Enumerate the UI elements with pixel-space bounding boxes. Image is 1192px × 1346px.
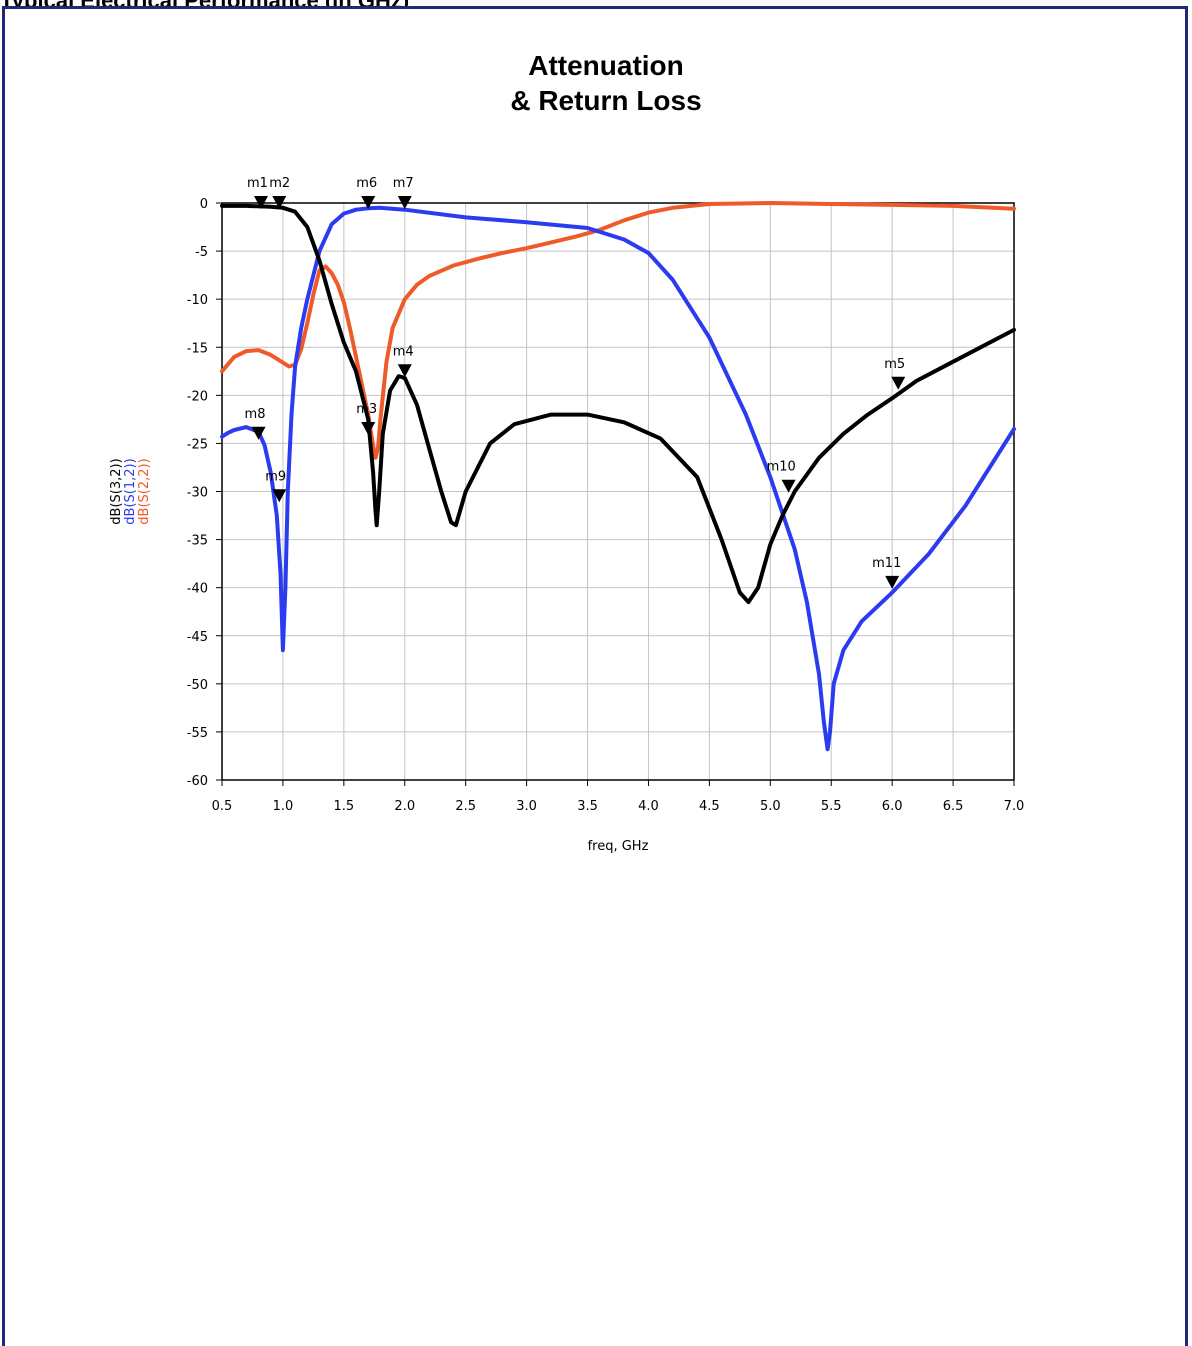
x-tick-label: 0.5: [212, 799, 233, 814]
y-axis-label: dB(S(1,2)): [123, 458, 138, 524]
marker-m4-label: m4: [393, 344, 414, 359]
chart-title-line-1: Attenuation: [528, 50, 684, 81]
x-tick-label: 6.5: [943, 799, 964, 814]
marker-m10-label: m10: [767, 460, 796, 475]
y-tick-label: -20: [187, 389, 208, 404]
marker-m6-triangle: [361, 196, 376, 209]
y-tick-label: -25: [187, 437, 208, 452]
y-tick-label: -15: [187, 341, 208, 356]
marker-m6-label: m6: [356, 176, 377, 191]
y-axis-label: dB(S(3,2)): [109, 458, 124, 524]
marker-m11-label: m11: [872, 556, 901, 571]
y-tick-label: -55: [187, 726, 208, 741]
chart-title-line-2: & Return Loss: [510, 85, 702, 116]
x-tick-label: 1.0: [273, 799, 294, 814]
page-header: Typical Electrical Performance (in GHz): [0, 0, 409, 8]
marker-m5-triangle: [891, 376, 906, 390]
series-line-dbs32: [220, 203, 1016, 605]
marker-m3-label: m3: [356, 402, 377, 417]
y-tick-label: -30: [187, 486, 208, 501]
x-tick-label: 6.0: [882, 799, 903, 814]
marker-m2-triangle: [272, 196, 287, 209]
document-frame: [2, 6, 1188, 1346]
marker-m2-label: m2: [269, 176, 290, 191]
x-tick-label: 7.0: [1004, 799, 1025, 814]
x-tick-label: 2.5: [455, 799, 476, 814]
y-tick-label: -45: [187, 630, 208, 645]
marker-m9-triangle: [272, 489, 287, 503]
marker-m1-triangle: [253, 196, 268, 209]
x-tick-label: 5.5: [821, 799, 842, 814]
marker-m8-label: m8: [245, 407, 266, 422]
marker-m7-triangle: [397, 196, 412, 209]
x-tick-label: 4.5: [699, 799, 720, 814]
y-tick-label: 0: [200, 197, 208, 212]
x-axis-label: freq, GHz: [588, 839, 649, 854]
marker-m11-triangle: [885, 575, 900, 589]
chart-title: Attenuation & Return Loss: [400, 48, 812, 118]
marker-m3-triangle: [361, 421, 376, 435]
x-tick-label: 1.5: [334, 799, 355, 814]
marker-m7-label: m7: [393, 176, 414, 191]
marker-m9-label: m9: [265, 469, 286, 484]
marker-m8-triangle: [251, 426, 266, 440]
y-axis-label: dB(S(2,2)): [137, 458, 152, 524]
y-tick-label: -60: [187, 774, 208, 789]
y-tick-label: -40: [187, 582, 208, 597]
x-tick-label: 5.0: [760, 799, 781, 814]
x-tick-label: 3.0: [516, 799, 537, 814]
y-tick-label: -5: [195, 245, 208, 260]
y-tick-label: -10: [187, 293, 208, 308]
x-tick-label: 2.0: [394, 799, 415, 814]
marker-m4-triangle: [397, 364, 412, 378]
marker-m10-triangle: [781, 479, 796, 493]
y-tick-label: -35: [187, 534, 208, 549]
series-line-dbs12: [220, 205, 1016, 752]
marker-m1-label: m1: [247, 176, 268, 191]
y-tick-label: -50: [187, 678, 208, 693]
x-tick-label: 3.5: [577, 799, 598, 814]
marker-m5-label: m5: [884, 357, 905, 372]
x-tick-label: 4.0: [638, 799, 659, 814]
